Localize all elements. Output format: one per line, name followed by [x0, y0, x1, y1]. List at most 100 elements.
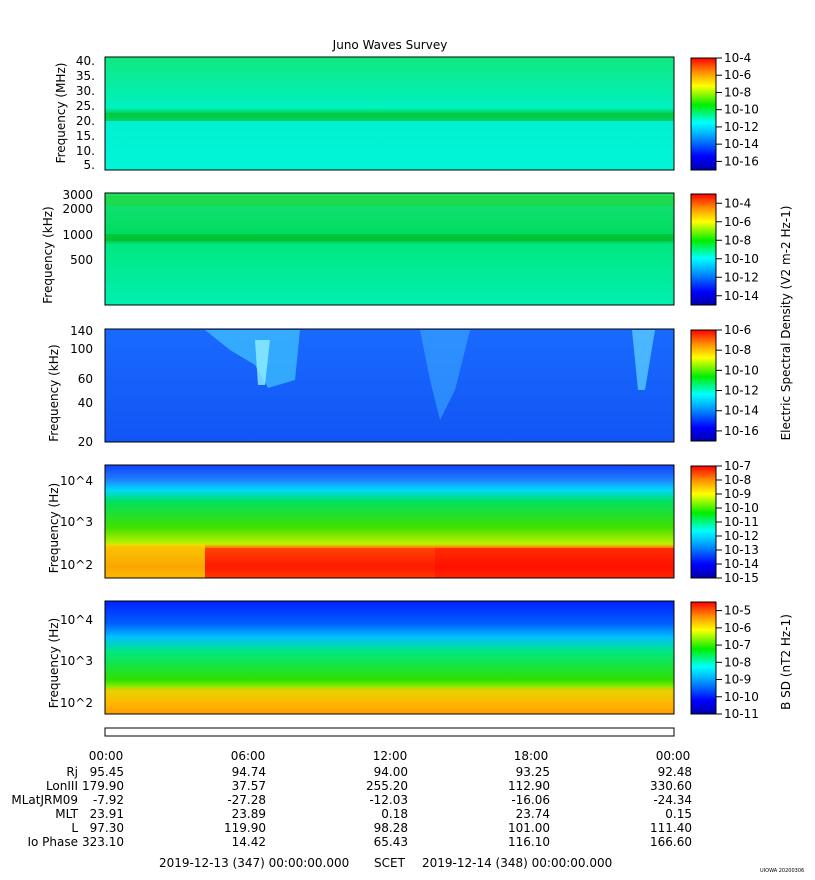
time-axis-bar [104, 727, 675, 737]
panel-1-frame [104, 56, 675, 171]
panel-5-spectrogram [105, 601, 674, 714]
colorbar-tick-label: 10-7 [724, 459, 751, 473]
time-tick-label: 00:00 [89, 749, 124, 763]
colorbar-tick-label: 10-8 [724, 343, 751, 357]
panel-3: 140 100 60 40 20 Frequency (kHz) [47, 324, 675, 449]
panel-5: 10^4 10^3 10^2 Frequency (Hz) [47, 600, 675, 715]
ephemeris-label: MLT [55, 807, 78, 821]
ephemeris-value: -12.03 [369, 793, 408, 807]
colorbar-label-electric: Electric Spectral Density (V2 m-2 Hz-1) [779, 206, 793, 441]
ephemeris-label: L [71, 821, 78, 835]
colorbar-tick-label: 10-6 [724, 68, 751, 82]
panel-5-ylabel: Frequency (Hz) [47, 618, 61, 709]
tick-label: 40. [76, 54, 95, 68]
ephemeris-value: 23.89 [232, 807, 266, 821]
colorbar-tick-label: 10-15 [724, 571, 759, 585]
colorbar-tick-label: 10-12 [724, 270, 759, 284]
colorbar-tick-label: 10-6 [724, 323, 751, 337]
panel-2-yticks: 3000 2000 1000 500 [62, 188, 93, 267]
colorbar-tick-labels: 10-4 10-6 10-8 10-10 10-12 10-14 10-16 10-4 10-6… [716, 51, 759, 721]
colorbar-tick-label: 10-10 [724, 690, 759, 704]
time-tick-label: 12:00 [373, 749, 408, 763]
panel-2-band [105, 234, 674, 241]
ephemeris-label: Rj [66, 765, 78, 779]
ephemeris-value: 116.10 [508, 835, 550, 849]
panel-3-burst [632, 330, 655, 390]
ephemeris-value: 323.10 [82, 835, 124, 849]
ephemeris-values: 95.45 94.74 94.00 93.25 92.48 179.90 37.57 255.… [82, 765, 692, 849]
colorbar-tick-label: 10-11 [724, 707, 759, 721]
footer: 2019-12-13 (347) 00:00:00.000 SCET 2019-… [159, 856, 612, 870]
ephemeris-value: 23.74 [516, 807, 550, 821]
colorbar-2 [690, 193, 717, 306]
ephemeris-value: 101.00 [508, 821, 550, 835]
panel-1: 40. 35. 30. 25. 20. 15. 10. 5. Frequency… [54, 54, 675, 172]
colorbar-tick-label: 10-14 [724, 557, 759, 571]
panel-3-burst [255, 340, 270, 385]
colorbar-tick-label: 10-14 [724, 404, 759, 418]
panel-5-frame [104, 600, 675, 715]
panel-2-frame [104, 192, 675, 306]
colorbar-5 [690, 601, 717, 715]
panel-3-burst [420, 330, 470, 420]
colorbar-tick-label: 10-9 [724, 673, 751, 687]
colorbar-label-magnetic: B SD (nT2 Hz-1) [779, 614, 793, 710]
tick-label: 10. [76, 144, 95, 158]
ephemeris-label: Io Phase [27, 835, 78, 849]
colorbar-tick-label: 10-10 [724, 501, 759, 515]
colorbar-tick-label: 10-4 [724, 196, 751, 210]
tick-label: 5. [84, 158, 95, 172]
colorbar-tick-label: 10-8 [724, 473, 751, 487]
ephemeris-value: -24.34 [653, 793, 692, 807]
tick-label: 3000 [62, 188, 93, 202]
colorbar-tick-label: 10-8 [724, 233, 751, 247]
colorbar-tick-label: 10-12 [724, 529, 759, 543]
panel-2: 3000 2000 1000 500 Frequency (kHz) [41, 188, 675, 306]
colorbar-tick-label: 10-7 [724, 638, 751, 652]
colorbar-tick-label: 10-5 [724, 604, 751, 618]
tick-label: 10^4 [60, 474, 93, 488]
colorbar-tick-label: 10-12 [724, 384, 759, 398]
panel-3-ylabel: Frequency (kHz) [47, 344, 61, 441]
colorbars [690, 57, 717, 715]
colorbar-tick-label: 10-8 [724, 655, 751, 669]
panel-4-frame [104, 464, 675, 579]
colorbar-tick-label: 10-11 [724, 515, 759, 529]
footer-start-time: 2019-12-13 (347) 00:00:00.000 [159, 856, 349, 870]
ephemeris-value: 179.90 [82, 779, 124, 793]
tick-label: 100 [70, 342, 93, 356]
ephemeris-value: 0.18 [381, 807, 408, 821]
colorbar-tick-label: 10-4 [724, 51, 751, 65]
panel-1-band [105, 113, 674, 121]
colorbar-tick-label: 10-12 [724, 120, 759, 134]
panel-2-spectrogram [105, 193, 674, 305]
ephemeris-label: MLatJRM09 [11, 793, 78, 807]
ephemeris-value: 37.57 [232, 779, 266, 793]
colorbar-tick-label: 10-6 [724, 621, 751, 635]
tick-label: 40 [78, 396, 93, 410]
tick-label: 10^2 [60, 696, 93, 710]
tick-label: 10^2 [60, 558, 93, 572]
colorbar-tick-label: 10-14 [724, 289, 759, 303]
colorbar-tick-label: 10-10 [724, 363, 759, 377]
ephemeris-value: 98.28 [374, 821, 408, 835]
ephemeris-value: 330.60 [650, 779, 692, 793]
colorbar-tick-label: 10-10 [724, 103, 759, 117]
ephemeris-value: 14.42 [232, 835, 266, 849]
panel-4-patch [105, 544, 205, 578]
panel-4: 10^4 10^3 10^2 Frequency (Hz) [47, 464, 675, 579]
ephemeris-value: 95.45 [90, 765, 124, 779]
tick-label: 60 [78, 372, 93, 386]
ephemeris-value: 166.60 [650, 835, 692, 849]
colorbar-tick-label: 10-16 [724, 154, 759, 168]
colorbar-3 [690, 329, 717, 442]
ephemeris-value: -7.92 [93, 793, 124, 807]
ephemeris-value: 93.25 [516, 765, 550, 779]
time-axis-ticks: 00:00 06:00 12:00 18:00 00:00 [89, 749, 691, 763]
panel-3-burst [205, 330, 300, 388]
ephemeris-value: -27.28 [227, 793, 266, 807]
ephemeris-value: -16.06 [511, 793, 550, 807]
footer-end-time: 2019-12-14 (348) 00:00:00.000 [422, 856, 612, 870]
colorbar-tick-label: 10-16 [724, 424, 759, 438]
